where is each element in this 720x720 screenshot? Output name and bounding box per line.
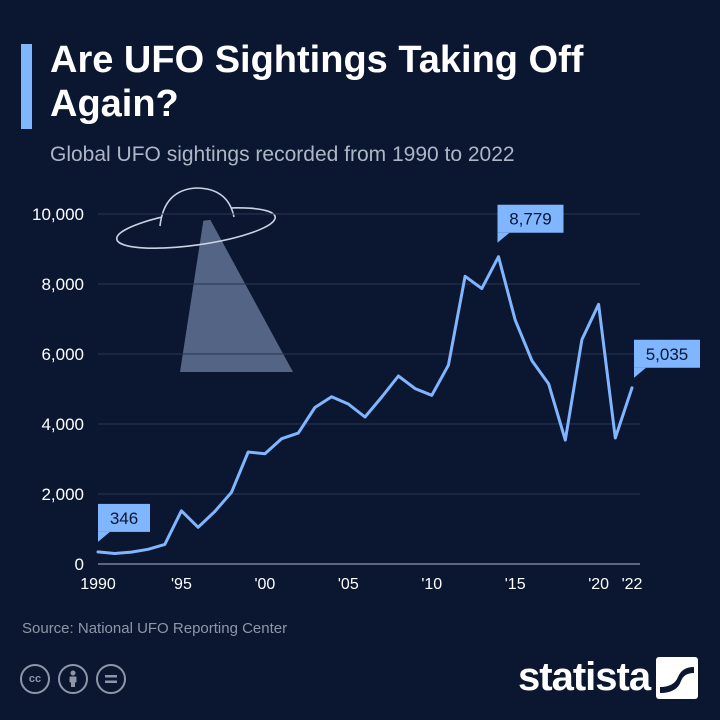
x-tick-label: '00 <box>254 576 275 593</box>
license-icons: cc <box>20 664 126 694</box>
brand-wordmark: statista <box>518 655 651 699</box>
data-label-box <box>98 503 150 532</box>
x-tick-label: '20 <box>588 576 609 593</box>
data-label-box <box>497 204 564 233</box>
cc-icon: cc <box>20 664 50 694</box>
data-label-text: 8,779 <box>509 210 552 229</box>
y-tick-label: 0 <box>75 555 84 574</box>
statista-logo-icon <box>656 656 699 699</box>
y-tick-label: 8,000 <box>41 275 84 294</box>
x-tick-label: '05 <box>338 576 359 593</box>
y-tick-label: 4,000 <box>41 415 84 434</box>
x-tick-label: 1990 <box>80 576 116 593</box>
data-label-text: 5,035 <box>646 345 689 364</box>
x-tick-label: '10 <box>421 576 442 593</box>
statista-brand[interactable]: statista <box>518 655 699 700</box>
page-subtitle: Global UFO sightings recorded from 1990 … <box>50 143 515 166</box>
title-accent-bar <box>21 44 32 129</box>
data-label: 346 <box>98 503 150 542</box>
x-tick-label: '22 <box>622 576 643 593</box>
data-label-text: 346 <box>110 509 138 528</box>
ufo-beam <box>180 210 293 372</box>
ufo-illustration <box>115 187 293 372</box>
data-label: 5,035 <box>634 339 700 378</box>
x-tick-label: '95 <box>171 576 192 593</box>
x-tick-label: '15 <box>505 576 526 593</box>
ufo-dome <box>159 187 235 227</box>
y-tick-label: 10,000 <box>32 205 84 224</box>
series-line <box>96 255 634 555</box>
data-label: 8,779 <box>497 204 564 243</box>
data-label-pointer <box>497 232 510 243</box>
y-tick-label: 6,000 <box>41 345 84 364</box>
equals-icon <box>96 664 126 694</box>
data-label-pointer <box>634 367 646 378</box>
person-icon <box>58 664 88 694</box>
page-title: Are UFO Sightings Taking Off Again? <box>50 39 584 125</box>
source-note: Source: National UFO Reporting Center <box>22 620 288 637</box>
data-label-pointer <box>98 531 110 542</box>
data-label-box <box>634 339 700 368</box>
y-tick-label: 2,000 <box>41 485 84 504</box>
